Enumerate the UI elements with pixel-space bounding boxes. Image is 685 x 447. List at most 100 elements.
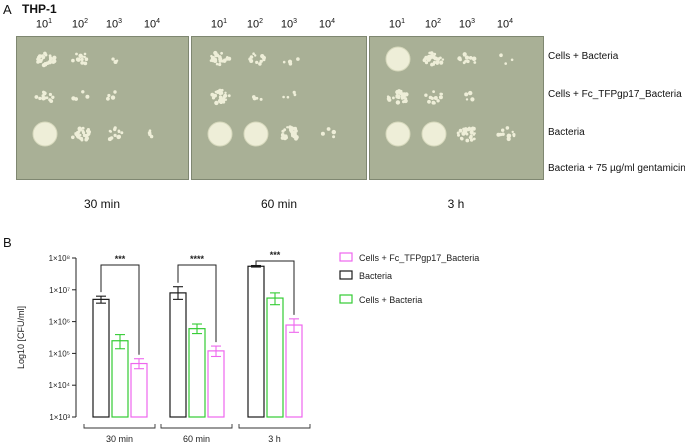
- colony-dot: [224, 91, 227, 94]
- colony-dot: [433, 96, 438, 100]
- colony-dot: [288, 62, 293, 66]
- colony-dot: [220, 51, 223, 55]
- bar: [92, 298, 110, 418]
- colony-dot: [422, 58, 427, 63]
- time-label-30-min: 30 min: [83, 197, 121, 211]
- colony-spot: [207, 121, 233, 147]
- colony-dot: [108, 129, 112, 133]
- panel-b-letter: B: [3, 235, 12, 250]
- colony-dot: [326, 127, 331, 131]
- colony-dot: [49, 99, 54, 103]
- colony-dot: [81, 126, 85, 130]
- colony-dot: [286, 95, 290, 99]
- colony-dot: [466, 59, 470, 64]
- colony-dot: [294, 129, 298, 133]
- colony-dot: [432, 90, 435, 93]
- colony-dot: [432, 55, 436, 59]
- colony-dot: [429, 51, 434, 55]
- category-bracket: [238, 424, 311, 429]
- colony-dot: [259, 97, 263, 101]
- colony-spot: [32, 121, 58, 147]
- colony-dot: [465, 138, 470, 143]
- colony-dot: [76, 130, 80, 135]
- colony-dot: [424, 55, 428, 60]
- colony-dot: [433, 101, 436, 105]
- colony-dot: [80, 61, 85, 65]
- colony-dot: [212, 57, 215, 61]
- colony-dot: [424, 61, 429, 65]
- colony-dot: [83, 52, 87, 56]
- colony-dot: [85, 94, 90, 99]
- colony-dot: [289, 128, 292, 132]
- colony-dot: [470, 97, 475, 102]
- colony-spot: [385, 121, 411, 147]
- colony-dot: [227, 94, 231, 98]
- colony-dot: [439, 60, 444, 65]
- plate-background: [17, 37, 188, 179]
- colony-dot: [504, 62, 507, 65]
- bar: [266, 297, 284, 418]
- colony-dot: [40, 58, 44, 61]
- colony-dot: [82, 131, 86, 135]
- colony-dot: [284, 135, 288, 140]
- colony-dot: [457, 56, 462, 61]
- colony-dot: [71, 135, 75, 140]
- colony-dot: [117, 130, 121, 133]
- colony-dot: [80, 57, 84, 62]
- dilution-header: 104: [496, 18, 514, 31]
- colony-dot: [87, 130, 91, 134]
- plate-30-min: [16, 36, 189, 180]
- y-tick-label: 1×10⁸: [49, 254, 70, 263]
- colony-dot: [404, 97, 408, 101]
- plate-60-min-colonies: [192, 37, 366, 179]
- colony-dot: [473, 61, 477, 64]
- colony-dot: [320, 131, 325, 136]
- colony-dot: [397, 89, 401, 93]
- legend-label: Cells + Bacteria: [359, 295, 422, 305]
- colony-dot: [292, 131, 295, 134]
- colony-dot: [501, 128, 505, 132]
- y-tick-label: 1×10⁶: [49, 318, 70, 327]
- dilution-header: 103: [105, 18, 123, 31]
- colony-dot: [458, 128, 463, 133]
- colony-dot: [441, 58, 445, 61]
- plate-60-min: [191, 36, 367, 180]
- colony-dot: [42, 90, 45, 94]
- legend-swatch: [339, 294, 353, 304]
- colony-dot: [107, 137, 112, 142]
- colony-dot: [115, 59, 119, 62]
- colony-dot: [510, 58, 514, 62]
- plate-3-h: [369, 36, 544, 180]
- colony-dot: [75, 52, 78, 56]
- time-label-3-h: 3 h: [447, 197, 465, 211]
- colony-dot: [84, 57, 89, 61]
- category-label: 30 min: [106, 434, 133, 444]
- colony-dot: [471, 126, 475, 130]
- colony-dot: [456, 131, 460, 135]
- colony-dot: [463, 53, 466, 57]
- plate-3-h-colonies: [370, 37, 543, 179]
- significance-bracket: [100, 264, 140, 355]
- colony-dot: [288, 125, 292, 130]
- colony-dot: [51, 95, 55, 99]
- colony-dot: [331, 129, 336, 135]
- colony-dot: [42, 96, 47, 100]
- dilution-header: 101: [388, 18, 406, 31]
- colony-dot: [83, 55, 86, 59]
- colony-dot: [45, 96, 49, 100]
- row-label-cells-bacteria: Cells + Bacteria: [548, 51, 619, 62]
- plate-30-min-colonies: [17, 37, 188, 179]
- dilution-header: 104: [143, 18, 161, 31]
- colony-dot: [209, 59, 213, 62]
- colony-dot: [465, 98, 469, 101]
- colony-dot: [41, 63, 46, 68]
- colony-spot: [243, 121, 269, 147]
- colony-dot: [466, 127, 471, 131]
- y-tick-label: 1×10⁵: [49, 349, 70, 358]
- colony-dot: [436, 99, 440, 103]
- colony-dot: [282, 95, 285, 99]
- colony-dot: [258, 62, 262, 66]
- time-label-60-min: 60 min: [260, 197, 298, 211]
- category-label: 3 h: [268, 434, 281, 444]
- colony-dot: [432, 63, 435, 66]
